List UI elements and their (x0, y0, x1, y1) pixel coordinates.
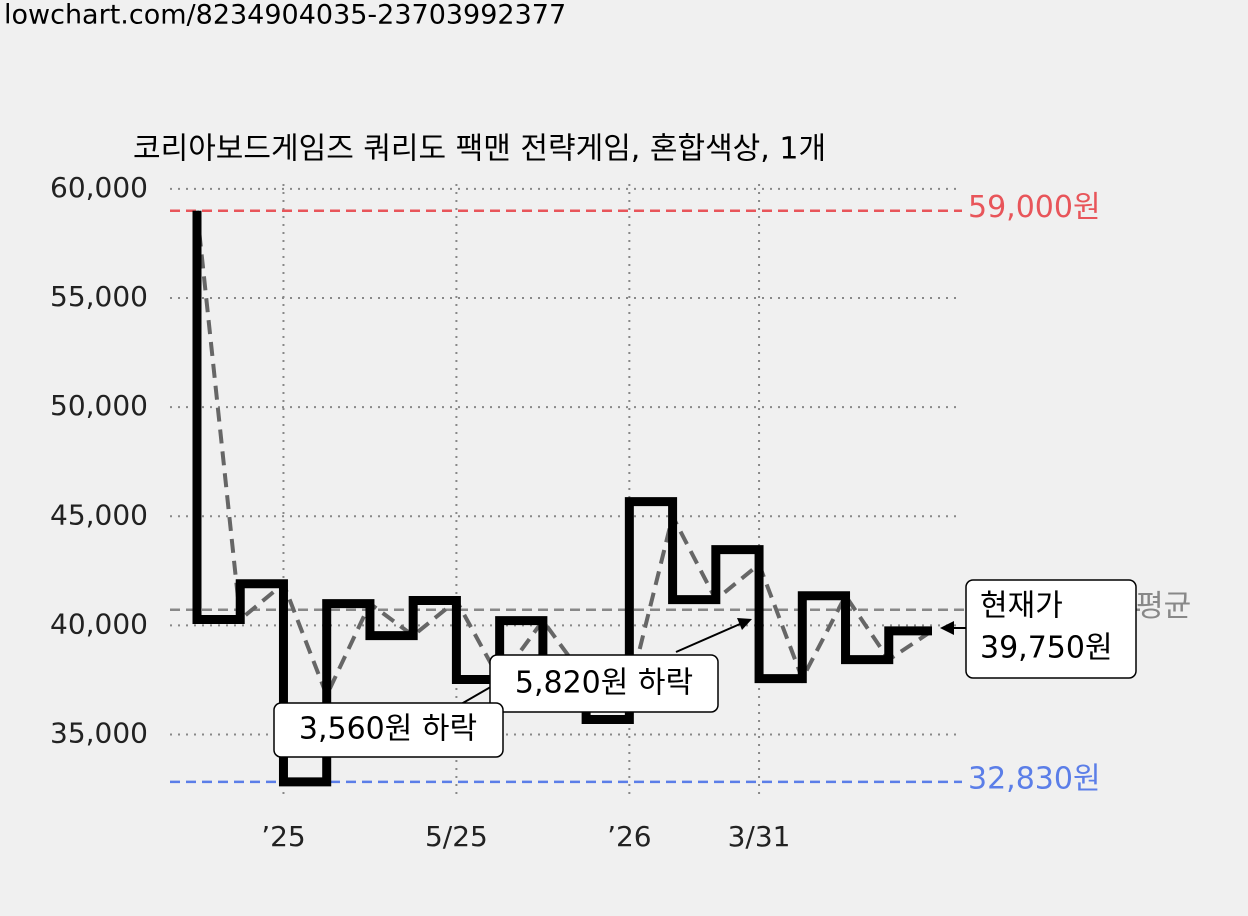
arrow-head (737, 618, 752, 630)
y-tick-label: 60,000 (50, 171, 148, 204)
url: lowchart.com/8234904035-23703992377 (4, 0, 566, 31)
chart-title: 코리아보드게임즈 쿼리도 팩맨 전략게임, 혼합색상, 1개 (133, 132, 826, 167)
reference-label: 평균 (1136, 589, 1191, 624)
current-label: 현재가 (980, 589, 1063, 624)
x-tick-label: 5/25 (425, 820, 488, 853)
annotation-box (489, 654, 719, 713)
annotation: 3,560원 하락 (299, 712, 477, 747)
arrow-head (940, 621, 954, 635)
grid: 35,000 40,000 45,000 50,000 55,000 60,000 ’25 5… (50, 171, 960, 853)
reference-label: 59,000원 (968, 190, 1101, 225)
arrow (675, 623, 741, 653)
x-tick-label: 3/31 (728, 820, 791, 853)
y-tick-label: 35,000 (50, 717, 148, 750)
y-tick-label: 55,000 (50, 280, 148, 313)
x-tick-label: ’26 (607, 820, 652, 853)
annotation-box (273, 702, 504, 758)
annotations: 5,820원 하락 3,560원 하락 현재가 39,750원 (273, 579, 1137, 758)
reference-label: 32,830원 (968, 761, 1101, 796)
y-tick-label: 40,000 (50, 607, 148, 640)
current-price-box (965, 579, 1137, 679)
annotation: 5,820원 하락 (515, 666, 693, 701)
current-price: 39,750원 (980, 631, 1113, 666)
x-tick-label: ’25 (261, 820, 306, 853)
y-tick-label: 50,000 (50, 389, 148, 422)
trend-line (195, 210, 934, 701)
y-tick-label: 45,000 (50, 498, 148, 531)
reference-lines: 59,000원 32,830원 평균 (170, 190, 1191, 796)
